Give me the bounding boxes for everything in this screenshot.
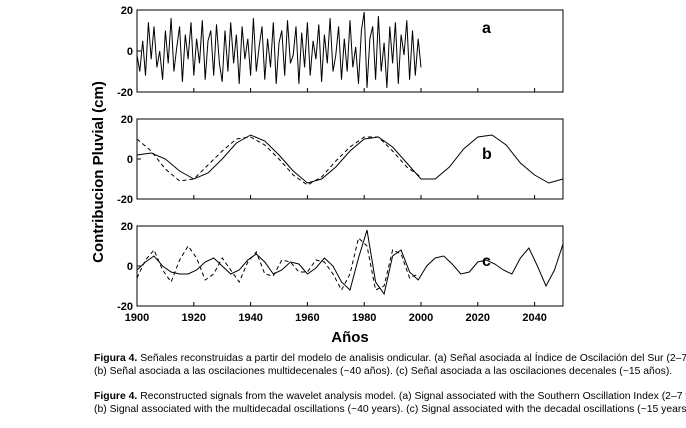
y-tick-label: -20 bbox=[117, 87, 133, 99]
series-line-c-dashed bbox=[136, 237, 419, 292]
caption-en-line1: Figure 4. Reconstructed signals from the… bbox=[94, 390, 686, 403]
caption-es-line2: (b) Señal asociada a las oscilaciones mu… bbox=[94, 366, 673, 377]
x-tick-label: 2020 bbox=[466, 312, 490, 324]
y-tick-label: 20 bbox=[121, 5, 133, 17]
series-line-c-solid bbox=[136, 229, 564, 296]
panel-label-a: a bbox=[482, 20, 491, 37]
caption-en-prefix: Figure 4. bbox=[94, 391, 138, 402]
caption-es-prefix: Figura 4. bbox=[94, 353, 138, 364]
x-tick-label: 1960 bbox=[295, 312, 319, 324]
caption-es-line1: Figura 4. Señales reconstruidas a partir… bbox=[94, 352, 686, 365]
y-tick-label: -20 bbox=[117, 194, 133, 206]
x-tick-label: 1900 bbox=[125, 312, 149, 324]
series-line-b-solid bbox=[136, 134, 564, 184]
y-axis-label: Contribucion Pluvial (cm) bbox=[90, 81, 107, 263]
x-tick-label: 1920 bbox=[182, 312, 206, 324]
y-tick-label: 20 bbox=[121, 221, 133, 233]
caption-en-line2: (b) Signal associated with the multideca… bbox=[94, 404, 686, 415]
panel-a: 20 0 -20 a bbox=[117, 5, 564, 99]
series-line-a-solid bbox=[136, 11, 422, 88]
x-axis-label: Años bbox=[331, 329, 369, 345]
y-tick-label: 0 bbox=[127, 154, 133, 166]
y-tick-label: 0 bbox=[127, 46, 133, 58]
y-tick-label: 0 bbox=[127, 261, 133, 273]
x-tick-label: 1980 bbox=[352, 312, 376, 324]
x-tick-label: 2000 bbox=[409, 312, 433, 324]
x-tick-label: 1940 bbox=[238, 312, 262, 324]
panel-label-b: b bbox=[482, 146, 492, 163]
panel-b: 20 0 -20 b bbox=[117, 114, 564, 206]
x-tick-label: 2040 bbox=[522, 312, 546, 324]
panel-frame bbox=[136, 118, 564, 200]
y-tick-label: -20 bbox=[117, 301, 133, 313]
caption-en-text: Reconstructed signals from the wavelet a… bbox=[137, 391, 686, 402]
y-tick-label: 20 bbox=[121, 114, 133, 126]
panel-label-c: c bbox=[482, 253, 491, 270]
caption-es-text: Señales reconstruidas a partir del model… bbox=[137, 353, 686, 364]
figure-chart: Contribucion Pluvial (cm) Años 200-20a20… bbox=[90, 5, 564, 345]
series-line-b-dashed bbox=[136, 136, 422, 186]
